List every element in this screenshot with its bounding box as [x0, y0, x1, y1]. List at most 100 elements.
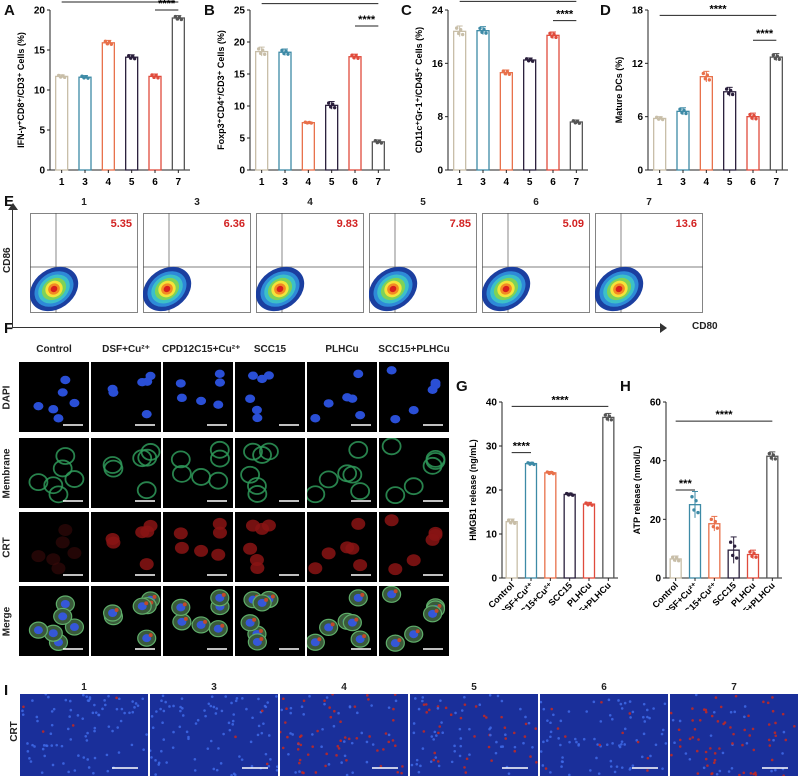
bar: [278, 51, 292, 171]
data-point: [530, 59, 535, 63]
bar: [505, 521, 518, 579]
membrane-cell: [422, 456, 443, 475]
chart-foxp3-cd4: 0 5 10 15 20 25 Foxp3⁺CD4⁺/CD3⁺ Cells (%) 1 3 4 5 6…: [216, 0, 390, 188]
tissue-background: [20, 694, 148, 776]
data-point: [682, 108, 686, 112]
tissue-cell: [85, 695, 89, 698]
tissue-cell: [222, 732, 225, 736]
membrane-cell: [48, 485, 69, 504]
tissue-cell: [524, 715, 527, 719]
tissue-cell: [93, 756, 97, 760]
merge-nucleus: [176, 603, 186, 612]
tissue-cell: [68, 715, 71, 718]
tissue-cell: [394, 699, 398, 703]
tissue-cell: [257, 724, 261, 728]
membrane-cell: [342, 465, 363, 484]
data-point: [109, 42, 114, 46]
y-tick-label: 20: [650, 515, 662, 526]
tissue-cell: [328, 706, 331, 709]
flow-percentage: 13.6: [675, 218, 697, 230]
tissue-cell: [673, 741, 676, 745]
tissue-cell: [281, 746, 285, 750]
tissue-cell: [68, 699, 72, 703]
nucleus: [33, 401, 44, 411]
panel-letter-d: D: [600, 2, 611, 19]
tissue-cell: [71, 724, 75, 727]
bar: [544, 472, 557, 579]
tissue-image: [20, 694, 148, 776]
y-tick-label: 0: [39, 166, 45, 177]
data-point: [754, 555, 758, 559]
data-point: [680, 111, 684, 115]
tissue-cell: [453, 744, 456, 748]
tissue-cell: [302, 713, 306, 716]
tissue-background: [410, 694, 538, 776]
tissue-row-label: CRT: [8, 721, 20, 742]
data-point: [605, 417, 610, 421]
tissue-cell: [370, 704, 373, 707]
tissue-cell: [513, 749, 517, 753]
data-point: [696, 510, 700, 515]
y-tick-label: 5: [39, 126, 45, 137]
tissue-cell: [136, 704, 140, 707]
tissue-cell: [620, 740, 624, 743]
tissue-cell: [677, 728, 681, 732]
micro-row-label: CRT: [1, 537, 13, 558]
data-point: [256, 47, 261, 51]
micro-image: [163, 512, 233, 582]
tissue-cell: [412, 731, 416, 735]
y-tick-label: 16: [432, 59, 444, 70]
tissue-cell: [678, 719, 682, 723]
tissue-cell: [524, 722, 528, 726]
merge-crt-spot: [397, 638, 402, 643]
flow-group-label: 3: [194, 197, 200, 208]
data-point: [548, 31, 552, 36]
tissue-cell: [459, 744, 463, 748]
tissue-cell: [704, 750, 708, 754]
merge-nucleus: [108, 609, 118, 618]
merge-nucleus: [69, 623, 79, 632]
tissue-cell: [698, 719, 702, 722]
tissue-cell: [743, 705, 747, 708]
data-point: [507, 72, 512, 76]
tissue-cell: [488, 694, 492, 697]
bar: [524, 462, 538, 579]
micro-image: [91, 438, 161, 508]
bar: [708, 523, 721, 579]
y-tick-label: 18: [632, 6, 644, 17]
merge-crt-spot: [182, 602, 187, 607]
tissue-cell: [160, 699, 163, 703]
tissue-cell: [29, 760, 33, 763]
tissue-cell: [542, 740, 545, 744]
tissue-cell: [238, 755, 241, 758]
x-tick-label: 7: [574, 177, 580, 188]
membrane-cell: [247, 477, 267, 495]
tissue-cell: [155, 710, 158, 713]
tissue-cell: [86, 699, 90, 702]
tissue-cell: [417, 707, 421, 711]
tissue-cell: [552, 713, 555, 717]
tissue-cell: [473, 735, 476, 738]
tissue-cell: [257, 697, 260, 701]
data-point: [332, 105, 337, 110]
tissue-cell: [729, 726, 732, 729]
data-point: [454, 26, 459, 30]
y-tick-label: 60: [650, 398, 662, 409]
tissue-cell: [742, 771, 746, 775]
tissue-cell: [704, 710, 708, 714]
tissue-cell: [704, 757, 708, 761]
membrane-cell: [403, 477, 424, 496]
tissue-cell: [774, 768, 777, 772]
micro-row-label: Merge: [1, 606, 13, 637]
micro-column-label: SCC15+PLHCu: [378, 344, 450, 355]
tissue-cell: [69, 738, 73, 741]
x-tick-label: 7: [376, 177, 382, 188]
tissue-cell: [512, 731, 516, 735]
tissue-cell: [549, 721, 552, 725]
tissue-cell: [564, 735, 567, 738]
tissue-cell: [718, 747, 721, 750]
tissue-cell: [621, 731, 624, 735]
micro-image: [379, 438, 449, 508]
tissue-cell: [50, 710, 54, 713]
data-point: [734, 556, 739, 560]
